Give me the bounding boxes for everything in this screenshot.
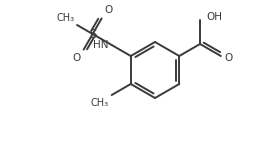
Text: OH: OH (206, 12, 222, 22)
Text: HN: HN (93, 40, 109, 50)
Text: O: O (225, 53, 233, 63)
Text: O: O (105, 5, 113, 15)
Text: S: S (89, 28, 96, 40)
Text: CH₃: CH₃ (90, 98, 109, 108)
Text: CH₃: CH₃ (57, 13, 75, 23)
Text: O: O (72, 53, 81, 63)
